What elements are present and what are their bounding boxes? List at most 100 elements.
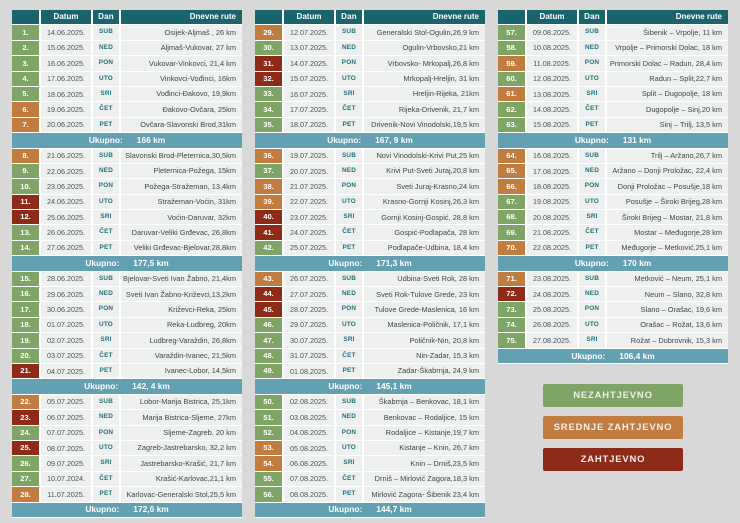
row-route: Novi Vinodolski-Krivi Put,25 km (363, 148, 485, 164)
table-row: 10. 23.06.2025. PON Požega-Stražeman, 13… (12, 178, 242, 195)
table-row: 24. 07.07.2025. PON Sljeme-Zagreb, 20 km (12, 425, 242, 441)
section-total-cell: Ukupno: 145,1 km (255, 378, 485, 395)
row-day: SRI (578, 86, 607, 103)
row-day: PON (578, 178, 607, 195)
row-route: Šibenik – Vrpolje, 11 km (606, 24, 728, 41)
row-route: Metković – Neum, 25,1 km (606, 271, 728, 288)
table-row: 37. 20.07.2025. NED Krivi Put-Sveti Jura… (255, 163, 485, 180)
header-number-cell (255, 10, 284, 26)
row-route: Križevci-Reka, 25km (120, 301, 242, 318)
table-row: 60. 12.08.2025. UTO Radun – Split,22,7 k… (498, 71, 728, 87)
row-number-badge: 30. (255, 40, 284, 57)
row-date: 03.08.2025. (283, 409, 336, 426)
table-row: 50. 02.08.2025. SUB Škabrnja – Benkovac,… (255, 394, 485, 411)
row-day: SRI (92, 209, 121, 226)
table-row: 46. 29.07.2025. UTO Maslenica-Poličnik, … (255, 317, 485, 334)
section-total-row: Ukupno: 167, 9 km (255, 132, 485, 149)
row-route: Mrkopalj-Hreljin, 31 km (363, 71, 485, 87)
row-route: Aljmaš-Vukovar, 27 km (120, 40, 242, 57)
table-row: 54. 06.08.2025. SRI Knin – Drniš,23,5 km (255, 455, 485, 472)
row-date: 13.07.2025. (283, 40, 336, 57)
row-day: ČET (578, 101, 607, 118)
row-route: Aržano – Donji Proložac, 22,4 km (606, 163, 728, 180)
table-row: 73. 25.08.2025. PON Slano – Orašac, 19,6… (498, 301, 728, 318)
row-number-badge: 36. (255, 148, 284, 164)
row-day: PET (578, 240, 607, 257)
row-number-badge: 26. (12, 455, 41, 472)
table-row: 35. 18.07.2025. PET Drivenik-Novi Vinodo… (255, 117, 485, 134)
header-datum: Datum (283, 10, 336, 26)
table-row: 43. 26.07.2025. SUB Udbina-Sveti Rok, 28… (255, 271, 485, 288)
row-number-badge: 65. (498, 163, 527, 180)
table-row: 17. 30.06.2025. PON Križevci-Reka, 25km (12, 301, 242, 318)
row-day: UTO (335, 317, 364, 334)
row-number-badge: 53. (255, 440, 284, 457)
row-route: Sveti Ivan Žabno-Križevci,13,2km (120, 286, 242, 303)
row-route: Rijeka-Drivenik, 21,7 km (363, 101, 485, 118)
row-date: 10.07.2024. (40, 471, 93, 488)
row-route: Sveti Juraj-Krasno,24 km (363, 178, 485, 195)
row-date: 21.06.2025. (40, 148, 93, 164)
table-row: 29. 12.07.2025. SUB Generalski Stol-Ogul… (255, 24, 485, 41)
row-route: Drniš – Mirlović Zagora,18,3 km (363, 471, 485, 488)
table-row: 41. 24.07.2025. ČET Gospić-Podlapača, 28… (255, 224, 485, 241)
row-route: Marija Bistrica-Sljeme, 27km (120, 409, 242, 426)
row-route: Knin – Drniš,23,5 km (363, 455, 485, 472)
table-row: 75. 27.08.2025. SRI Rožat – Dubrovnik, 1… (498, 332, 728, 349)
row-day: SRI (335, 455, 364, 472)
row-date: 17.07.2025. (283, 101, 336, 118)
row-route: Rožat – Dubrovnik, 15,3 km (606, 332, 728, 349)
total-value: 142, 4 km (132, 381, 170, 392)
row-date: 28.07.2025. (283, 301, 336, 318)
table-row: 4. 17.06.2025. UTO Vinkovci-Vođinci, 16k… (12, 71, 242, 87)
table-row: 36. 19.07.2025. SUB Novi Vinodolski-Kriv… (255, 148, 485, 164)
row-date: 17.08.2025. (526, 163, 579, 180)
row-date: 19.07.2025. (283, 148, 336, 164)
row-day: PET (335, 117, 364, 134)
table-row: 16. 29.06.2025. NED Sveti Ivan Žabno-Kri… (12, 286, 242, 303)
row-number-badge: 74. (498, 317, 527, 334)
table-row: 3. 16.06.2025. PON Vukovar-Vinkovci, 21,… (12, 55, 242, 72)
table-row: 45. 28.07.2025. PON Tulove Grede-Masleni… (255, 301, 485, 318)
row-number-badge: 23. (12, 409, 41, 426)
row-route: Ludbreg-Varaždin, 26,8km (120, 332, 242, 349)
row-number-badge: 14. (12, 240, 41, 257)
row-date: 30.06.2025. (40, 301, 93, 318)
row-day: PON (335, 55, 364, 72)
row-date: 11.07.2025. (40, 486, 93, 503)
row-date: 07.07.2025. (40, 425, 93, 441)
row-day: UTO (92, 317, 121, 334)
row-route: Ovčara-Slavonski Brod,31km (120, 117, 242, 134)
row-day: PON (92, 301, 121, 318)
table-row: 11. 24.06.2025. UTO Stražeman-Voćin, 31k… (12, 194, 242, 211)
row-date: 11.08.2025. (526, 55, 579, 72)
row-date: 06.08.2025. (283, 455, 336, 472)
row-day: PON (92, 425, 121, 441)
header-dnevne-rute: Dnevne rute (363, 10, 485, 26)
row-date: 21.08.2025. (526, 224, 579, 241)
row-day: PON (92, 55, 121, 72)
row-day: NED (335, 409, 364, 426)
row-day: PON (335, 301, 364, 318)
row-day: SRI (92, 86, 121, 103)
row-date: 27.07.2025. (283, 286, 336, 303)
section-total-row: Ukupno: 177,5 km (12, 255, 242, 272)
total-label: Ukupno: (328, 258, 363, 269)
row-day: PON (92, 178, 121, 195)
row-route: Gornji Kosinj-Gospić, 28,8 km (363, 209, 485, 226)
row-number-badge: 41. (255, 224, 284, 241)
row-route: Slavonski Brod-Pleternica,30,5km (120, 148, 242, 164)
row-route: Lobor-Marija Bistrica, 25,1km (120, 394, 242, 411)
table-row: 56. 08.08.2025. PET Mirlović Zagora- Šib… (255, 486, 485, 503)
section-total-row: Ukupno: 142, 4 km (12, 378, 242, 395)
row-route: Primorski Dolac – Radun, 28,4 km (606, 55, 728, 72)
table-row: 42. 25.07.2025. PET Podlapače-Udbina, 18… (255, 240, 485, 257)
table-row: 57. 09.08.2025. SUB Šibenik – Vrpolje, 1… (498, 24, 728, 41)
row-date: 29.06.2025. (40, 286, 93, 303)
row-date: 26.08.2025. (526, 317, 579, 334)
row-date: 25.06.2025. (40, 209, 93, 226)
total-label: Ukupno: (328, 504, 363, 515)
total-value: 170 km (622, 258, 652, 269)
row-route: Neum – Slano, 32,8 km (606, 286, 728, 303)
table-row: 68. 20.08.2025. SRI Široki Brijeg – Most… (498, 209, 728, 226)
